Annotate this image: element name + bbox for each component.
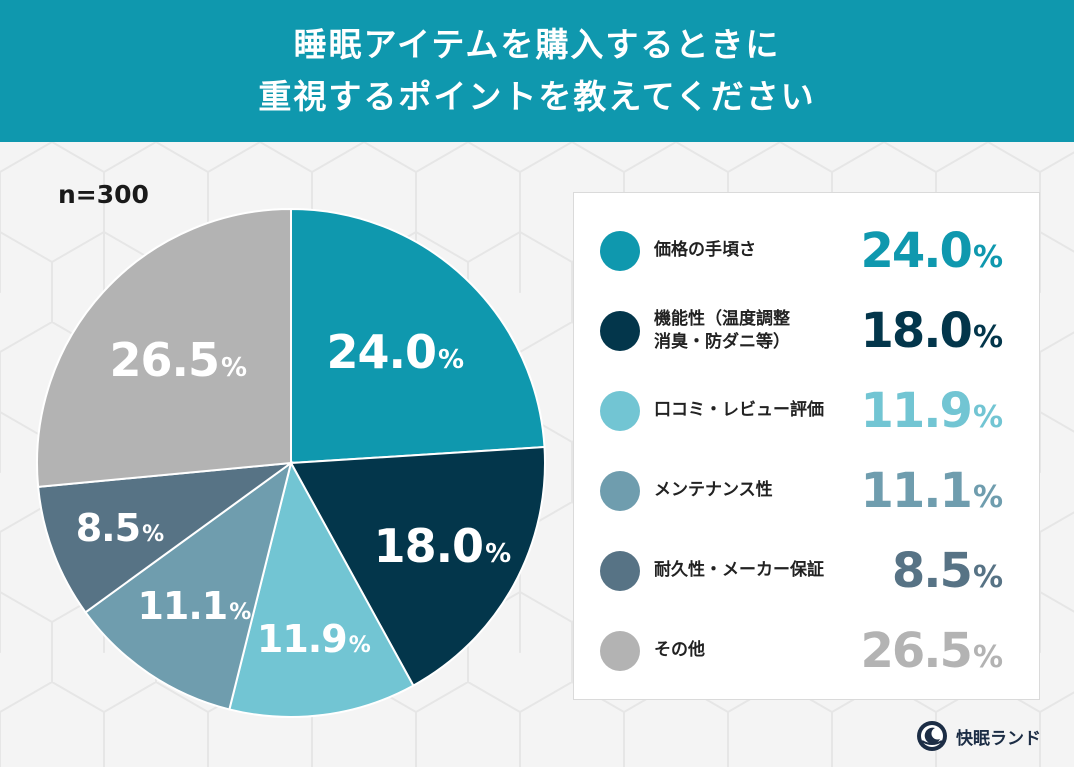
legend-value-unit: % xyxy=(972,560,1003,595)
pie-data-unit: % xyxy=(438,344,465,375)
title-line-1: 睡眠アイテムを購入するときに xyxy=(293,25,781,64)
legend-label-line: 口コミ・レビュー評価 xyxy=(654,400,824,420)
legend-value-number: 11.1 xyxy=(860,463,973,519)
legend-item-5: 耐久性・メーカー保証 8.5% xyxy=(574,531,1041,611)
legend-label-line: メンテナンス性 xyxy=(654,480,773,500)
legend-label: 耐久性・メーカー保証 xyxy=(654,559,834,582)
legend-value: 11.1% xyxy=(861,463,1004,519)
legend-item-1: 価格の手頃さ 24.0% xyxy=(574,211,1041,291)
pie-slice-4 xyxy=(84,460,293,711)
pie-data-value: 18.0 xyxy=(373,519,484,574)
title-line-2: 重視するポイントを教えてください xyxy=(258,77,816,116)
legend-value-number: 24.0 xyxy=(860,223,973,279)
pie-data-unit: % xyxy=(348,633,371,659)
pie-data-unit: % xyxy=(229,600,252,626)
legend-value: 11.9% xyxy=(861,383,1004,439)
pie-data-label-2: 18.0% xyxy=(374,519,512,573)
pie-data-label-5: 8.5% xyxy=(76,506,164,550)
moon-sleep-logo-icon xyxy=(917,721,947,751)
pie-data-label-6: 26.5% xyxy=(109,333,247,387)
legend-value: 8.5% xyxy=(892,543,1003,599)
pie-data-unit: % xyxy=(142,521,165,547)
legend-label: 口コミ・レビュー評価 xyxy=(654,399,834,422)
sample-size: n=300 xyxy=(58,180,149,209)
legend-value-number: 18.0 xyxy=(860,303,973,359)
pie-data-unit: % xyxy=(485,539,512,570)
legend-item-3: 口コミ・レビュー評価 11.9% xyxy=(574,371,1041,451)
legend-label-line: 耐久性・メーカー保証 xyxy=(654,560,824,580)
legend-label-line: 価格の手頃さ xyxy=(654,240,756,260)
legend-label: 価格の手頃さ xyxy=(654,239,834,262)
pie-data-label-4: 11.1% xyxy=(137,584,251,628)
pie-data-label-1: 24.0% xyxy=(327,325,465,379)
legend-label-line: 機能性（温度調整 xyxy=(654,309,790,329)
pie-data-value: 26.5 xyxy=(109,333,219,388)
pie-data-value: 24.0 xyxy=(326,324,437,379)
pie-chart xyxy=(36,207,546,718)
legend-label: 機能性（温度調整 消臭・防ダニ等） xyxy=(654,308,834,354)
legend-item-4: メンテナンス性 11.1% xyxy=(574,451,1041,531)
legend-panel: 価格の手頃さ 24.0% 機能性（温度調整 消臭・防ダニ等） 18.0% 口コミ・レビュー… xyxy=(573,192,1040,700)
legend-swatch xyxy=(600,471,640,511)
legend-value-unit: % xyxy=(972,320,1003,355)
brand: 快眠ランド xyxy=(916,720,1041,752)
legend-value-unit: % xyxy=(972,480,1003,515)
legend-label: メンテナンス性 xyxy=(654,479,834,502)
legend-item-6: その他 26.5% xyxy=(574,611,1041,691)
legend-swatch xyxy=(600,231,640,271)
legend-swatch xyxy=(600,391,640,431)
brand-name: 快眠ランド xyxy=(956,728,1041,749)
legend-label-line: 消臭・防ダニ等） xyxy=(654,332,790,352)
pie-slice-1 xyxy=(290,207,546,465)
legend-label-line: その他 xyxy=(654,640,705,660)
legend-value-unit: % xyxy=(972,640,1003,675)
pie-slice-2 xyxy=(289,445,546,687)
legend-value: 26.5% xyxy=(861,623,1004,679)
pie-data-value: 11.9 xyxy=(256,617,348,662)
legend-value-number: 11.9 xyxy=(860,383,973,439)
legend-swatch xyxy=(600,551,640,591)
pie-data-value: 8.5 xyxy=(75,505,141,550)
legend-item-2: 機能性（温度調整 消臭・防ダニ等） 18.0% xyxy=(574,291,1041,371)
pie-data-label-3: 11.9% xyxy=(257,617,371,661)
pie-slice-6 xyxy=(36,207,292,488)
pie-slice-5 xyxy=(37,461,295,614)
legend-value-number: 8.5 xyxy=(891,543,973,599)
legend-value-number: 26.5 xyxy=(860,623,973,679)
legend-value-unit: % xyxy=(972,400,1003,435)
legend-value: 24.0% xyxy=(861,223,1004,279)
legend-swatch xyxy=(600,631,640,671)
legend-value: 18.0% xyxy=(861,303,1004,359)
legend-swatch xyxy=(600,311,640,351)
legend-value-unit: % xyxy=(972,240,1003,275)
title-banner: 睡眠アイテムを購入するときに 重視するポイントを教えてください xyxy=(0,0,1074,142)
pie-data-unit: % xyxy=(220,353,248,384)
pie-data-value: 11.1 xyxy=(137,584,228,629)
legend-label: その他 xyxy=(654,639,834,662)
